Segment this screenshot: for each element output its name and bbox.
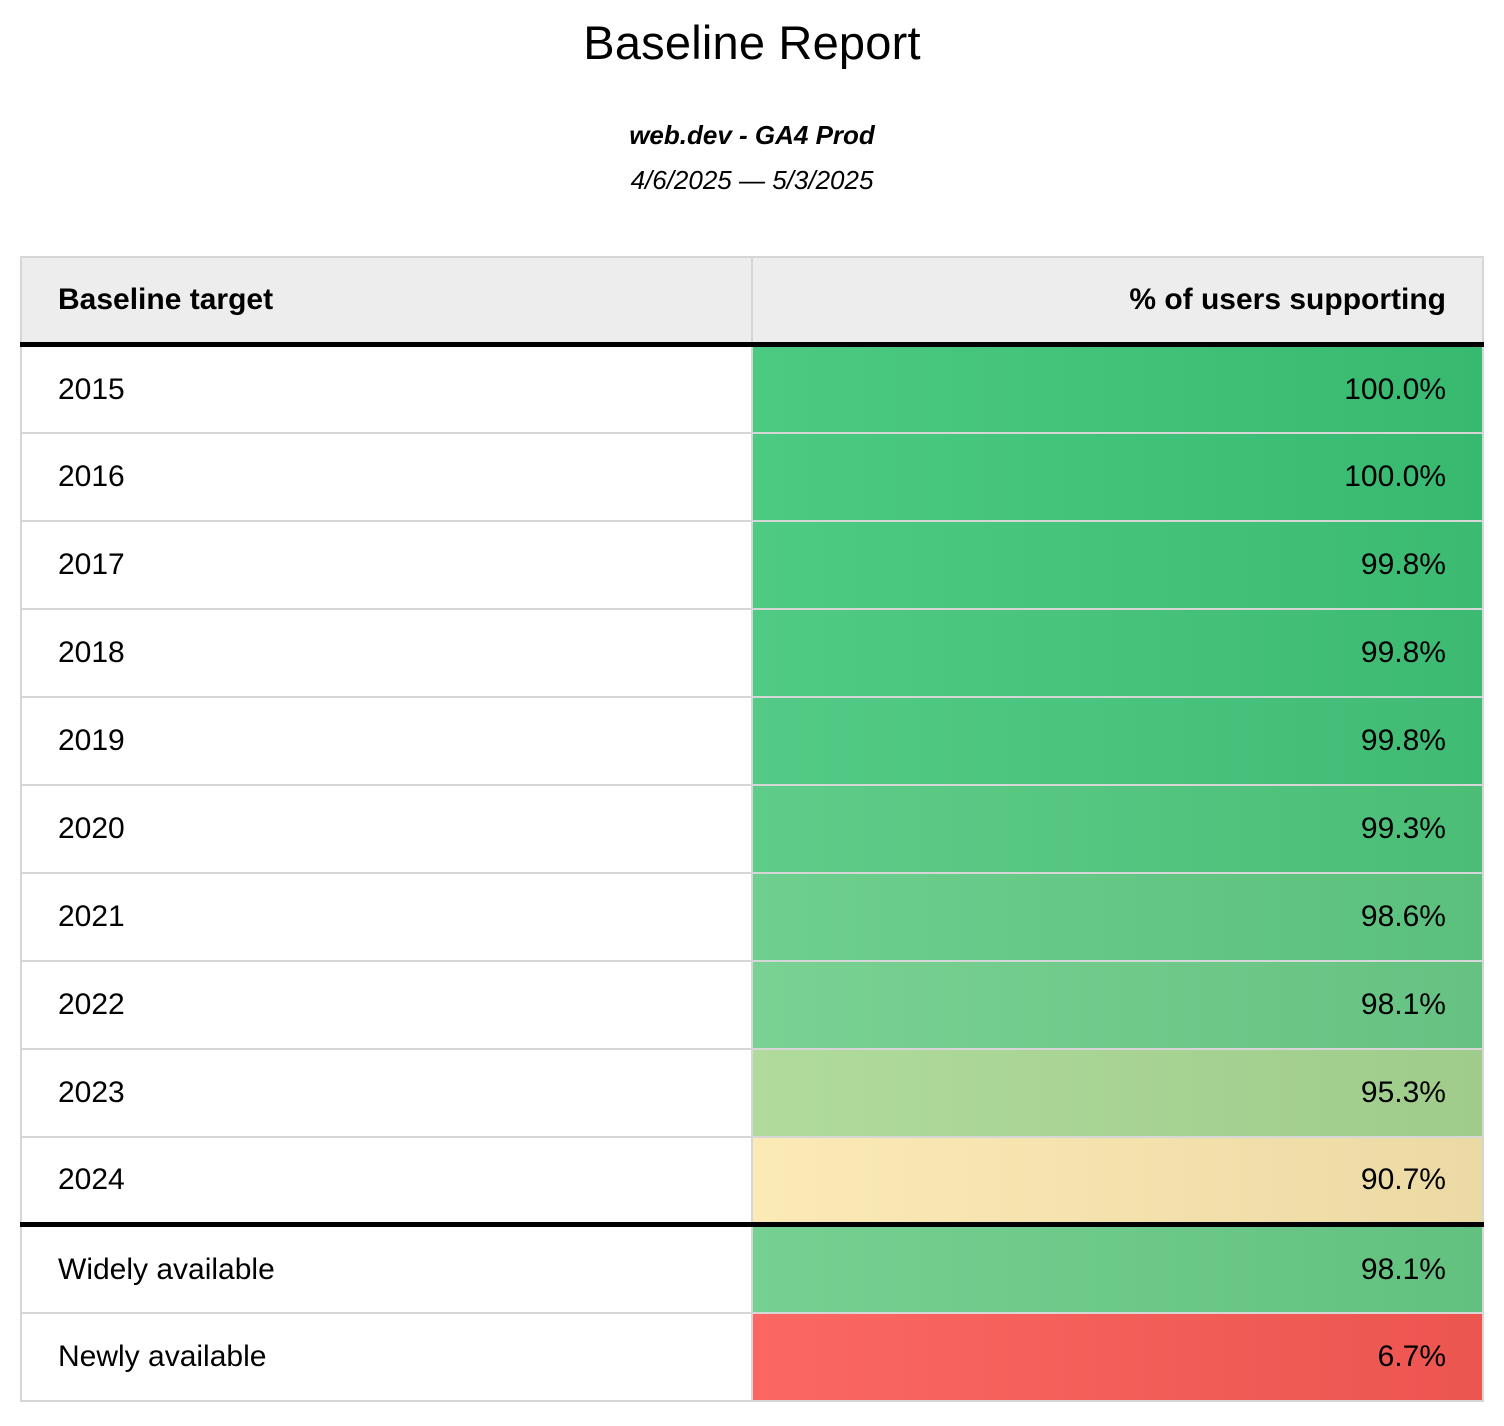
support-percent-cell: 98.1% <box>751 959 1484 1050</box>
baseline-target-cell: 2016 <box>20 431 753 522</box>
baseline-target-cell: Widely available <box>20 1222 753 1314</box>
baseline-table: Baseline target % of users supporting 20… <box>20 255 1484 1402</box>
column-header-percent-supporting: % of users supporting <box>751 255 1484 348</box>
support-percent-cell: 99.8% <box>751 695 1484 786</box>
support-percent-cell: 99.8% <box>751 519 1484 610</box>
support-percent-cell: 100.0% <box>751 343 1484 434</box>
table-row-2017: 2017 99.8% <box>20 519 1484 610</box>
baseline-target-cell: 2015 <box>20 343 753 434</box>
table-row-2022: 2022 98.1% <box>20 959 1484 1050</box>
support-percent-cell: 99.8% <box>751 607 1484 698</box>
baseline-target-cell: Newly available <box>20 1311 753 1402</box>
table-row-2023: 2023 95.3% <box>20 1047 1484 1138</box>
report-date-range: 4/6/2025 — 5/3/2025 <box>630 164 874 195</box>
baseline-target-cell: 2022 <box>20 959 753 1050</box>
table-row-2024: 2024 90.7% <box>20 1135 1484 1226</box>
baseline-target-cell: 2024 <box>20 1135 753 1226</box>
report-subtitle: web.dev - GA4 Prod <box>629 119 875 150</box>
baseline-target-cell: 2021 <box>20 871 753 962</box>
page-title: Baseline Report <box>583 16 921 69</box>
support-percent-cell: 98.6% <box>751 871 1484 962</box>
table-row-newly-available: Newly available 6.7% <box>20 1311 1484 1402</box>
table-row-2020: 2020 99.3% <box>20 783 1484 874</box>
report-header: Baseline Report web.dev - GA4 Prod 4/6/2… <box>0 0 1504 196</box>
support-percent-cell: 95.3% <box>751 1047 1484 1138</box>
table-body: 2015 100.0% 2016 100.0% 2017 99.8% 2018 … <box>20 343 1484 1402</box>
table-row-2019: 2019 99.8% <box>20 695 1484 786</box>
support-percent-cell: 99.3% <box>751 783 1484 874</box>
baseline-target-cell: 2019 <box>20 695 753 786</box>
support-percent-cell: 98.1% <box>751 1222 1484 1314</box>
baseline-target-cell: 2023 <box>20 1047 753 1138</box>
column-header-baseline-target: Baseline target <box>20 255 753 348</box>
table-row-2016: 2016 100.0% <box>20 431 1484 522</box>
table-row-widely-available: Widely available 98.1% <box>20 1222 1484 1314</box>
table-header-row: Baseline target % of users supporting <box>20 255 1484 348</box>
support-percent-cell: 6.7% <box>751 1311 1484 1402</box>
baseline-target-cell: 2017 <box>20 519 753 610</box>
table-header: Baseline target % of users supporting <box>20 255 1484 348</box>
baseline-target-cell: 2020 <box>20 783 753 874</box>
support-percent-cell: 90.7% <box>751 1135 1484 1226</box>
table-row-2021: 2021 98.6% <box>20 871 1484 962</box>
support-percent-cell: 100.0% <box>751 431 1484 522</box>
table-row-2015: 2015 100.0% <box>20 343 1484 434</box>
table-row-2018: 2018 99.8% <box>20 607 1484 698</box>
baseline-target-cell: 2018 <box>20 607 753 698</box>
